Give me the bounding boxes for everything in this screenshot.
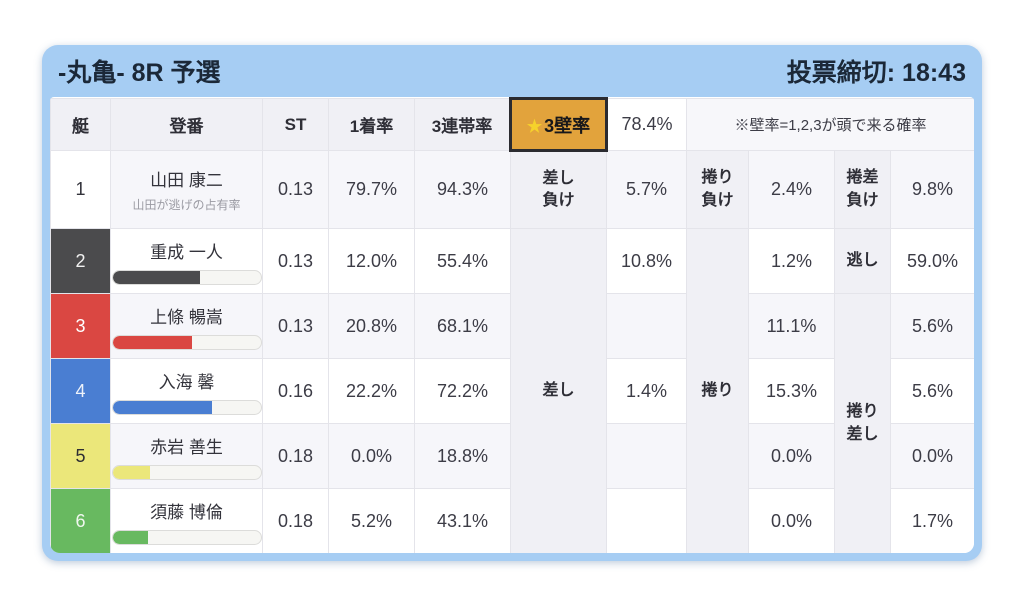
racer-bar-track-5 (111, 464, 262, 480)
col-header-top3: 3連帯率 (414, 98, 511, 151)
star-icon: ★ (526, 116, 543, 136)
boat-number-6: 6 (50, 488, 111, 553)
wall-rate-note: ※壁率=1,2,3が頭で来る確率 (686, 98, 974, 151)
racer-cell-6: 須藤 博倫 (110, 488, 263, 553)
sashi-value-3 (606, 293, 687, 359)
sashi-value-6 (606, 488, 687, 553)
st-value-4: 0.16 (262, 358, 329, 424)
boat-number-4: 4 (50, 358, 111, 424)
makuri-value-6: 0.0% (748, 488, 835, 553)
racer-cell-3: 上條 暢嵩 (110, 293, 263, 359)
label-makurizashi-merged: 捲り 差し (834, 293, 891, 553)
boat-number-5: 5 (50, 423, 111, 489)
third-value-1: 9.8% (890, 150, 974, 229)
race-card: -丸亀- 8R 予選 投票締切: 18:43 艇 登番 ST 1着率 3連帯率 … (42, 45, 982, 561)
makuri-value-5: 0.0% (748, 423, 835, 489)
sashi-value-1: 5.7% (606, 150, 687, 229)
makuri-value-2: 1.2% (748, 228, 835, 294)
label-makuri-make: 捲り 負け (686, 150, 749, 229)
top3-value-1: 94.3% (414, 150, 511, 229)
racer-bar-track-3 (111, 334, 262, 350)
race-header: -丸亀- 8R 予選 投票締切: 18:43 (42, 45, 982, 97)
win1-value-4: 22.2% (328, 358, 415, 424)
st-value-1: 0.13 (262, 150, 329, 229)
sashi-value-2: 10.8% (606, 228, 687, 294)
racer-bar-track-2 (111, 269, 262, 285)
boat-number-1: 1 (50, 150, 111, 229)
win1-value-5: 0.0% (328, 423, 415, 489)
table-row-boat5: 5 赤岩 善生 0.18 0.0% 18.8% 0.0% 0.0% (50, 423, 974, 489)
vote-deadline: 投票締切: 18:43 (786, 59, 966, 87)
third-value-5: 0.0% (890, 423, 974, 489)
boat-number-2: 2 (50, 228, 111, 294)
win1-value-3: 20.8% (328, 293, 415, 359)
top3-value-4: 72.2% (414, 358, 511, 424)
win1-value-6: 5.2% (328, 488, 415, 553)
makuri-value-3: 11.1% (748, 293, 835, 359)
racer-name-4: 入海 馨 (158, 372, 215, 392)
racer-bar-fill-4 (112, 400, 212, 414)
top3-value-3: 68.1% (414, 293, 511, 359)
st-value-2: 0.13 (262, 228, 329, 294)
racer-cell-4: 入海 馨 (110, 358, 263, 424)
st-value-6: 0.18 (262, 488, 329, 553)
boat-number-3: 3 (50, 293, 111, 359)
racer-bar-fill-6 (112, 530, 149, 544)
makuri-value-1: 2.4% (748, 150, 835, 229)
stats-table: 艇 登番 ST 1着率 3連帯率 ★ 3壁率 78.4% ※壁率=1,2,3が頭で… (50, 97, 974, 553)
sashi-value-5 (606, 423, 687, 489)
label-makusa-make: 捲差 負け (834, 150, 891, 229)
racer-name-5: 赤岩 善生 (150, 437, 223, 457)
racer-bar-fill-5 (112, 465, 150, 479)
table-row-boat3: 3 上條 暢嵩 0.13 20.8% 68.1% 11.1% 捲り 差し 5.6… (50, 293, 974, 553)
win1-value-2: 12.0% (328, 228, 415, 294)
st-value-5: 0.18 (262, 423, 329, 489)
third-value-6: 1.7% (890, 488, 974, 553)
label-nigashi: 逃し (834, 228, 891, 294)
racer-name-1: 山田 康二 (150, 171, 223, 190)
table-row-boat6: 6 須藤 博倫 0.18 5.2% 43.1% 0.0% 1.7% (50, 488, 974, 553)
third-value-4: 5.6% (890, 358, 974, 424)
racer-cell-5: 赤岩 善生 (110, 423, 263, 489)
table-row-boat2: 2 重成 一人 0.13 12.0% 55.4% 差し 10.8% 捲り 1.2… (50, 228, 974, 553)
racer-name-3: 上條 暢嵩 (150, 307, 223, 327)
win1-value-1: 79.7% (328, 150, 415, 229)
top3-value-5: 18.8% (414, 423, 511, 489)
racer-bar-fill-2 (112, 270, 200, 284)
col-header-st: ST (262, 98, 329, 151)
racer-bar-track-6 (111, 529, 262, 545)
wall-rate-header-button[interactable]: ★ 3壁率 (509, 97, 608, 152)
wall-rate-label: 3壁率 (544, 115, 591, 136)
label-sashi-merged: 差し (510, 228, 607, 553)
top3-value-2: 55.4% (414, 228, 511, 294)
racer-name-2: 重成 一人 (150, 242, 223, 262)
sashi-value-4: 1.4% (606, 358, 687, 424)
racer-cell-2: 重成 一人 (110, 228, 263, 294)
stats-table-container: 艇 登番 ST 1着率 3連帯率 ★ 3壁率 78.4% ※壁率=1,2,3が頭で… (50, 97, 974, 553)
table-header-row: 艇 登番 ST 1着率 3連帯率 ★ 3壁率 78.4% ※壁率=1,2,3が頭で… (50, 97, 974, 152)
racer-bar-fill-3 (112, 335, 193, 349)
third-value-3: 5.6% (890, 293, 974, 359)
label-makuri-merged: 捲り (686, 228, 749, 553)
col-header-boat: 艇 (50, 98, 111, 151)
top3-value-6: 43.1% (414, 488, 511, 553)
racer-bar-track-4 (111, 399, 262, 415)
racer-name-6: 須藤 博倫 (150, 502, 223, 522)
st-value-3: 0.13 (262, 293, 329, 359)
wall-rate-value: 78.4% (606, 98, 687, 151)
third-value-2: 59.0% (890, 228, 974, 294)
table-row-boat1: 1 山田 康二 山田が逃げの占有率 0.13 79.7% 94.3% 差し 負け… (50, 150, 974, 229)
race-title: -丸亀- 8R 予選 (58, 59, 221, 87)
label-sashi-make: 差し 負け (510, 150, 607, 229)
makuri-value-4: 15.3% (748, 358, 835, 424)
col-header-racer: 登番 (110, 98, 263, 151)
racer-subtitle-1: 山田が逃げの占有率 (132, 198, 241, 212)
table-row-boat4: 4 入海 馨 0.16 22.2% 72.2% 1.4% 15.3% 5.6% (50, 358, 974, 424)
racer-cell-1: 山田 康二 山田が逃げの占有率 (110, 150, 263, 229)
col-header-win1: 1着率 (328, 98, 415, 151)
